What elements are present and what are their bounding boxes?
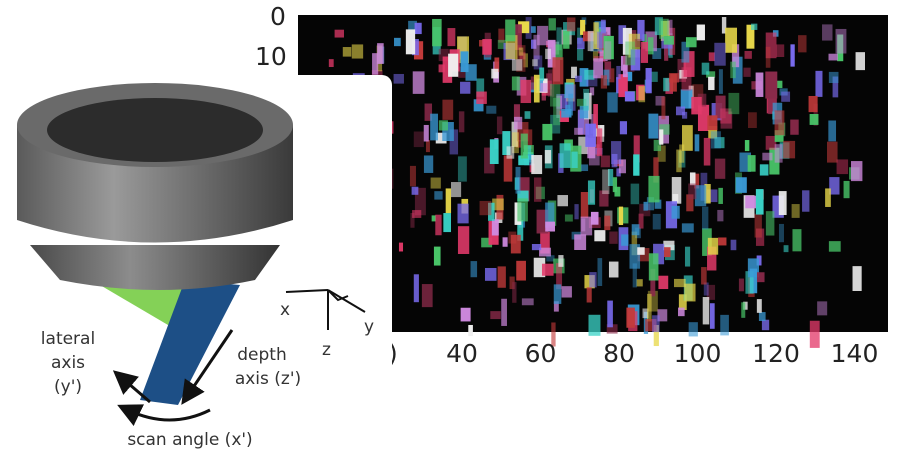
scan-label: scan angle (x') (127, 430, 252, 450)
lateral-label: axis (51, 353, 85, 373)
depth-label: axis (z') (235, 369, 301, 389)
depth-label: depth (237, 345, 286, 365)
coord-label: z (322, 340, 331, 360)
lateral-label: lateral (41, 329, 95, 349)
coord-label: x (280, 300, 290, 320)
coord-label: y (364, 317, 374, 337)
objective-aperture (47, 98, 263, 162)
diagram: x z y lateral axis (y') depth axis (z') … (0, 0, 903, 455)
lateral-label: (y') (54, 377, 82, 397)
figure: 0 10 ) 406080100120140 x z y lateral (0, 0, 903, 455)
